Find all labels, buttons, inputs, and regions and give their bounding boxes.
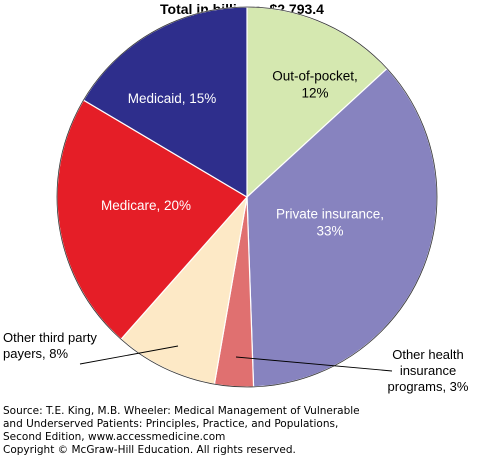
slice-label-private-insurance: 33%: [316, 224, 343, 239]
slice-label-other-third-party-payers: payers, 8%: [3, 346, 68, 361]
leader-line-other-health-insurance-programs: [235, 356, 393, 372]
source-line: Source: T.E. King, M.B. Wheeler: Medical…: [3, 405, 360, 417]
slice-label-out-of-pocket: 12%: [301, 86, 328, 101]
slice-label-other-health-insurance-programs: Other health: [392, 347, 464, 362]
source-line: and Underserved Patients: Principles, Pr…: [3, 418, 339, 430]
slice-label-private-insurance: Private insurance,: [276, 207, 384, 222]
copyright-line: Copyright © McGraw-Hill Education. All r…: [3, 444, 296, 456]
slice-label-medicaid: Medicaid, 15%: [128, 91, 217, 106]
slice-label-other-health-insurance-programs: programs, 3%: [388, 379, 469, 394]
leader-lines: [79, 345, 393, 372]
slice-label-other-health-insurance-programs: insurance: [400, 363, 456, 378]
leader-line-other-third-party-payers: [79, 345, 179, 365]
pie-slices: [56, 6, 438, 388]
slice-label-out-of-pocket: Out-of-pocket,: [272, 69, 358, 84]
pie-chart: Out-of-pocket, 12% Private insurance, 33% Ot…: [3, 6, 469, 395]
slice-labels: Out-of-pocket, 12% Private insurance, 33% Ot…: [3, 69, 469, 395]
pie-outline: [56, 6, 438, 388]
source-citation: Source: T.E. King, M.B. Wheeler: Medical…: [3, 405, 360, 457]
slice-label-medicare: Medicare, 20%: [101, 198, 191, 213]
source-line: Second Edition, www.accessmedicine.com: [3, 431, 226, 443]
slice-label-other-third-party-payers: Other third party: [3, 330, 97, 345]
